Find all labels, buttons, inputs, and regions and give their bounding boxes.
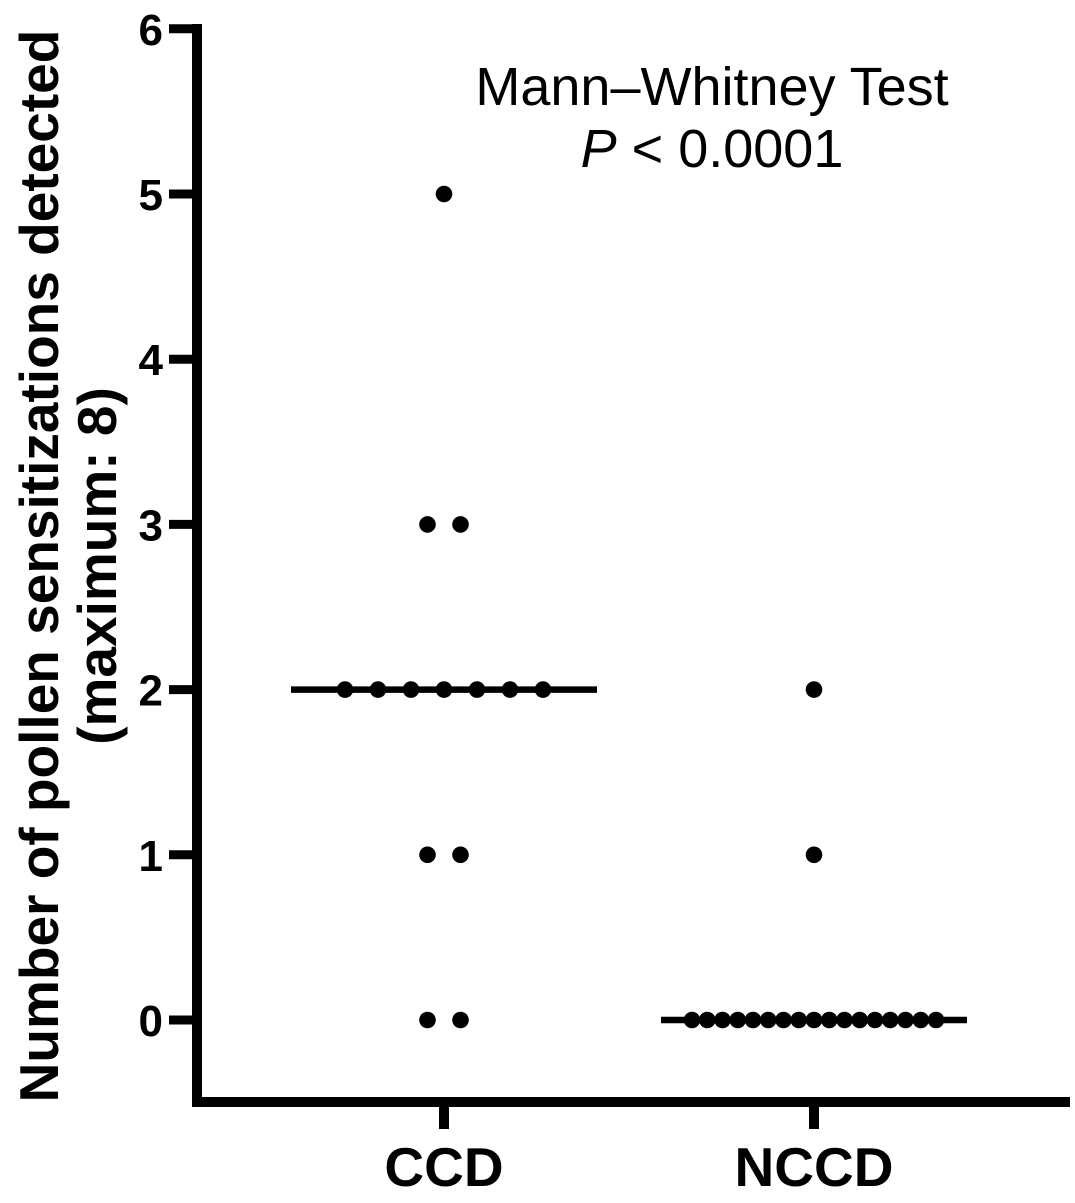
data-point <box>729 1011 747 1029</box>
data-point <box>912 1011 930 1029</box>
y-tick-label: 2 <box>139 667 163 716</box>
data-point <box>805 1011 823 1029</box>
data-point <box>468 681 486 698</box>
data-point <box>452 1011 469 1029</box>
data-point <box>775 1011 792 1029</box>
data-point <box>759 1011 777 1029</box>
data-point <box>790 1011 808 1029</box>
p-value-text: < 0.0001 <box>616 119 844 179</box>
data-point <box>851 1011 869 1029</box>
data-point <box>369 681 387 698</box>
category-label-ccd: CCD <box>384 1136 503 1198</box>
y-axis-title: Number of pollen sensitizations detected… <box>8 6 128 1126</box>
data-point <box>744 1011 762 1029</box>
stats-annotation: Mann–Whitney Test P < 0.0001 <box>452 56 972 180</box>
data-point <box>452 516 469 533</box>
data-point <box>435 681 453 698</box>
y-tick-label: 3 <box>139 501 163 550</box>
data-point <box>402 681 420 698</box>
data-point <box>820 1011 838 1029</box>
data-point <box>336 681 354 698</box>
data-point <box>805 846 823 864</box>
data-point <box>419 516 436 533</box>
p-symbol: P <box>580 119 617 179</box>
y-tick-label: 5 <box>139 171 163 220</box>
y-tick-label: 4 <box>139 336 164 385</box>
data-point <box>836 1011 853 1029</box>
data-point <box>805 681 823 698</box>
y-tick-label: 0 <box>139 997 163 1046</box>
data-point <box>897 1011 914 1029</box>
data-point <box>683 1011 701 1029</box>
data-point <box>927 1011 945 1029</box>
data-point <box>435 185 453 203</box>
y-tick-label: 1 <box>139 832 163 881</box>
data-point <box>866 1011 884 1029</box>
data-point <box>698 1011 716 1029</box>
data-point <box>501 681 519 698</box>
y-axis-title-line2: (maximum: 8) <box>66 387 128 745</box>
data-point <box>881 1011 899 1029</box>
data-point <box>419 846 436 864</box>
y-tick-label: 6 <box>139 6 163 55</box>
p-value-label: P < 0.0001 <box>452 118 972 180</box>
data-point <box>534 681 552 698</box>
data-point <box>419 1011 436 1029</box>
category-label-nccd: NCCD <box>735 1136 894 1198</box>
data-point <box>452 846 469 864</box>
data-point <box>714 1011 731 1029</box>
test-name-label: Mann–Whitney Test <box>475 57 949 117</box>
y-axis-title-line1: Number of pollen sensitizations detected <box>8 29 70 1103</box>
